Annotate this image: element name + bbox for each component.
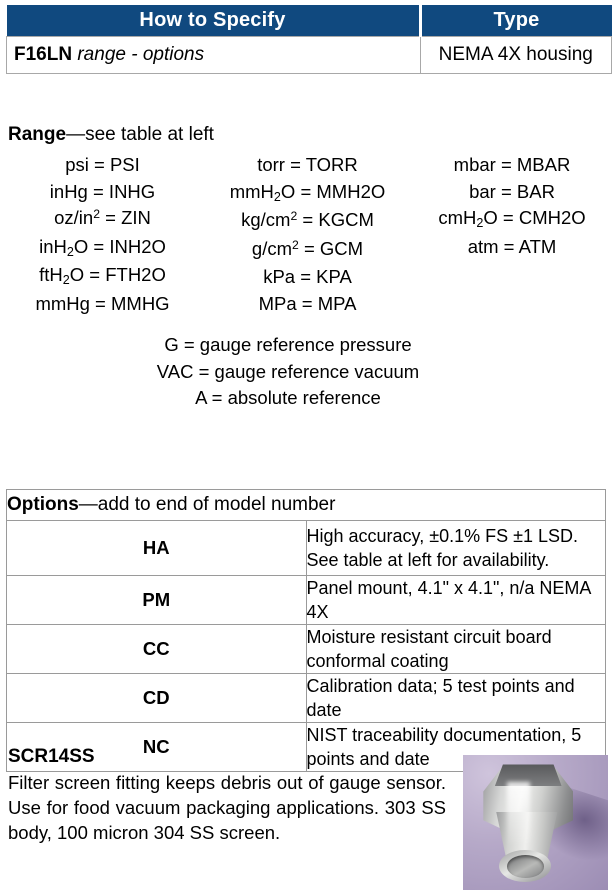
option-description: High accuracy, ±0.1% FS ±1 LSD. See tabl… bbox=[305, 520, 606, 576]
range-section: Range—see table at left psi = PSI inHg =… bbox=[0, 123, 614, 412]
unit-row: bar = BAR bbox=[469, 180, 555, 202]
options-heading-bold: Options bbox=[7, 494, 79, 515]
unit-row: kg/cm2 = KGCM bbox=[241, 209, 374, 230]
filter-fitting-photo bbox=[463, 755, 608, 890]
hex-top-face bbox=[494, 764, 562, 787]
unit-row: psi = PSI bbox=[65, 154, 140, 175]
unit-row: mmHg = MMHG bbox=[35, 292, 170, 314]
option-description: Moisture resistant circuit board conform… bbox=[305, 624, 606, 674]
option-description: NIST traceability documentation, 5 point… bbox=[305, 722, 606, 772]
options-title-row: Options—add to end of model number bbox=[6, 489, 606, 521]
unit-row: MPa = MPA bbox=[258, 292, 357, 314]
spec-table-header-row: How to Specify Type bbox=[6, 5, 612, 37]
option-code: CC bbox=[6, 624, 307, 674]
unit-row: torr = TORR bbox=[257, 154, 358, 175]
reference-row: G = gauge reference pressure bbox=[164, 334, 412, 355]
table-row: PM Panel mount, 4.1" x 4.1", n/a NEMA 4X bbox=[6, 575, 606, 625]
spec-table-body-row: F16LN range - options NEMA 4X housing bbox=[6, 36, 612, 74]
housing-type-cell: NEMA 4X housing bbox=[419, 36, 612, 74]
option-code: CD bbox=[6, 673, 307, 723]
unit-row: kPa = KPA bbox=[263, 266, 352, 287]
option-description: Calibration data; 5 test points and date bbox=[305, 673, 606, 723]
range-heading-bold: Range bbox=[8, 124, 67, 145]
unit-row: mbar = MBAR bbox=[453, 154, 571, 175]
unit-row: atm = ATM bbox=[467, 235, 557, 257]
unit-row: inH2O = INH2O bbox=[39, 235, 166, 259]
table-row: CD Calibration data; 5 test points and d… bbox=[6, 673, 606, 723]
table-row: NC NIST traceability documentation, 5 po… bbox=[6, 722, 606, 772]
range-column-1: psi = PSI inHg = INHG oz/in2 = ZIN inH2O… bbox=[0, 152, 205, 317]
table-row: CC Moisture resistant circuit board conf… bbox=[6, 624, 606, 674]
options-heading-rest: —add to end of model number bbox=[78, 494, 336, 515]
table-row: HA High accuracy, ±0.1% FS ±1 LSD. See t… bbox=[6, 520, 606, 576]
reference-row: A = absolute reference bbox=[195, 387, 381, 408]
specular-highlight bbox=[506, 782, 530, 845]
unit-row: mmH2O = MMH2O bbox=[229, 180, 386, 204]
unit-row: inHg = INHG bbox=[49, 180, 156, 202]
range-unit-columns: psi = PSI inHg = INHG oz/in2 = ZIN inH2O… bbox=[0, 152, 614, 317]
reference-row: VAC = gauge reference vacuum bbox=[156, 360, 420, 382]
model-number-cell: F16LN range - options bbox=[6, 36, 421, 74]
option-code: PM bbox=[6, 575, 307, 625]
option-description: Panel mount, 4.1" x 4.1", n/a NEMA 4X bbox=[305, 575, 606, 625]
unit-row: cmH2O = CMH2O bbox=[438, 207, 586, 231]
option-code: HA bbox=[6, 520, 307, 576]
unit-row: g/cm2 = GCM bbox=[251, 237, 364, 259]
range-heading: Range—see table at left bbox=[0, 123, 614, 147]
range-column-2: torr = TORR mmH2O = MMH2O kg/cm2 = KGCM … bbox=[205, 152, 410, 317]
spec-header-type: Type bbox=[418, 5, 612, 37]
range-column-3: mbar = MBAR bar = BAR cmH2O = CMH2O atm … bbox=[410, 152, 614, 317]
spec-table: How to Specify Type F16LN range - option… bbox=[6, 5, 612, 74]
model-prefix: F16LN bbox=[14, 44, 73, 65]
range-heading-rest: —see table at left bbox=[66, 124, 214, 145]
options-heading: Options—add to end of model number bbox=[6, 489, 606, 521]
accessory-description: Filter screen fitting keeps debris out o… bbox=[8, 772, 446, 843]
options-table: Options—add to end of model number HA Hi… bbox=[6, 489, 606, 772]
accessory-section: SCR14SS Filter screen fitting keeps debr… bbox=[8, 745, 446, 845]
accessory-title: SCR14SS bbox=[8, 746, 95, 767]
model-suffix: range - options bbox=[77, 44, 205, 65]
spec-header-how-to-specify: How to Specify bbox=[6, 5, 420, 37]
reference-code-list: G = gauge reference pressure VAC = gauge… bbox=[0, 332, 614, 412]
unit-row: ftH2O = FTH2O bbox=[39, 264, 166, 288]
unit-row: oz/in2 = ZIN bbox=[54, 207, 151, 228]
option-code: NC bbox=[6, 722, 307, 772]
port-inner-bore bbox=[506, 854, 545, 878]
